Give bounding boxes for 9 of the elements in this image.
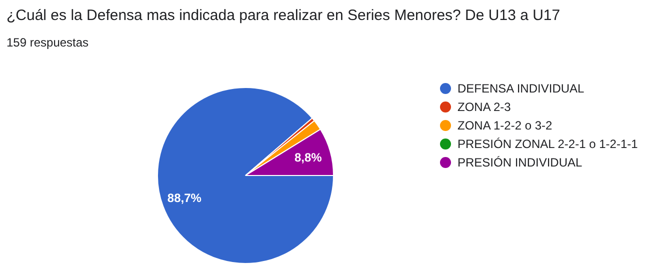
legend-label: ZONA 2-3 (458, 100, 512, 114)
text: 159 respuestas (6, 36, 89, 50)
data-label: 8,8% (294, 150, 322, 165)
legend-label: DEFENSA INDIVIDUAL (458, 82, 585, 96)
chart-title: ¿Cuál es la Defensa mas indicada para realizar en Series Menores? De U13 a U17 (6, 7, 560, 24)
legend-label: PRESIÓN ZONAL 2-2-1 o 1-2-1-1 (458, 137, 638, 151)
legend-label: ZONA 1-2-2 o 3-2 (458, 118, 553, 132)
data-label: 88,7% (167, 191, 202, 206)
legend-label: PRESIÓN INDIVIDUAL (458, 156, 583, 170)
